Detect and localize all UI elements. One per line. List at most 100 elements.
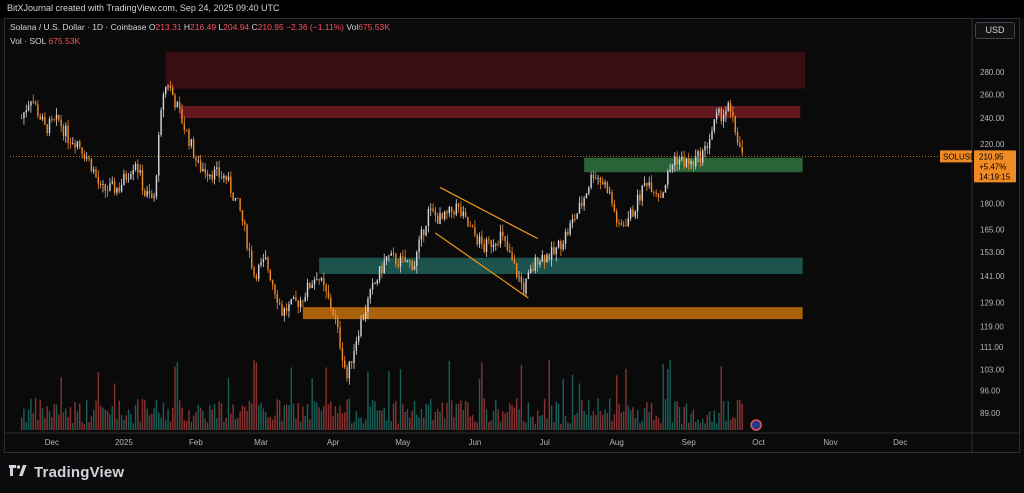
volume-bar (627, 405, 630, 430)
volume-bar (441, 402, 444, 430)
candle-body (74, 143, 76, 148)
volume-bar (697, 419, 699, 430)
candle-body (97, 177, 100, 184)
candle-body (134, 163, 137, 170)
candle-body (613, 203, 616, 212)
volume-bar (527, 402, 530, 430)
volume-bar (402, 404, 404, 430)
volume-bar (529, 417, 532, 430)
candle-body (448, 206, 451, 214)
volume-bar (283, 405, 286, 430)
candle-body (69, 142, 72, 144)
volume-bar (292, 403, 295, 430)
volume-bar (357, 417, 360, 430)
candle-body (339, 327, 341, 348)
volume-bar (657, 417, 660, 430)
volume-bar (155, 400, 158, 430)
volume-bar (330, 401, 332, 430)
volume-bar (485, 409, 488, 430)
top-caption-bar: BitXJournal created with TradingView.com… (0, 0, 1024, 18)
candle-body (699, 151, 702, 163)
volume-bar (60, 377, 62, 430)
volume-bar (413, 400, 416, 430)
volume-bar (383, 407, 385, 430)
candle-body (288, 304, 290, 312)
volume-legend[interactable]: Vol · SOL 675.53K (10, 36, 80, 46)
volume-bar (741, 403, 743, 430)
volume-bar (197, 404, 200, 430)
candle-body (564, 231, 567, 244)
volume-bar (490, 420, 492, 430)
volume-bar (660, 423, 662, 430)
candle-body (497, 244, 499, 245)
candle-body (706, 145, 709, 149)
candle-body (641, 185, 643, 201)
candle-body (536, 257, 539, 265)
tradingview-logo-icon (9, 465, 27, 476)
candle-body (529, 269, 532, 273)
volume-bar (174, 366, 176, 430)
tradingview-footer[interactable]: TradingView (8, 462, 124, 482)
volume-bar (267, 417, 269, 430)
volume-bar (364, 419, 367, 430)
candle-body (481, 236, 483, 244)
candle-body (597, 177, 599, 179)
candle-body (304, 296, 306, 302)
candle-body (592, 174, 595, 178)
y-tick-label: 180.00 (980, 200, 1005, 209)
candle-body (618, 222, 620, 224)
candle-body (625, 225, 627, 227)
volume-bar (667, 368, 669, 430)
volume-bar (58, 414, 60, 430)
candle-body (276, 294, 279, 303)
volume-bar (160, 417, 162, 430)
volume-bar (457, 403, 460, 430)
tradingview-brand: TradingView (34, 463, 125, 481)
candle-body (197, 160, 200, 162)
symbol-legend[interactable]: Solana / U.S. Dollar · 1D · Coinbase O21… (10, 22, 390, 32)
candle-body (81, 147, 83, 154)
candle-body (371, 283, 374, 290)
volume-bar (715, 423, 718, 430)
volume-bar (371, 400, 374, 430)
volume-bar (483, 398, 485, 430)
change-value: −2.36 (−1.11%) (286, 22, 345, 32)
volume-bar (385, 420, 388, 430)
volume-bar (499, 421, 502, 430)
candle-body (209, 174, 211, 177)
currency-button[interactable]: USD (975, 22, 1015, 39)
candle-body (504, 236, 506, 242)
volume-bar (406, 408, 409, 430)
candle-body (681, 156, 683, 160)
candle-body (425, 225, 427, 236)
volume-bar (685, 403, 688, 430)
volume-bar (320, 410, 323, 430)
close-value: 210.95 (257, 22, 284, 32)
high-label: H (183, 22, 191, 32)
volume-bar (148, 415, 151, 430)
volume-bar (674, 401, 676, 430)
volume-bar (390, 421, 392, 430)
x-tick-label: Apr (327, 438, 340, 447)
y-tick-label: 153.00 (980, 248, 1005, 257)
candle-body (53, 119, 55, 121)
volume-bar (257, 405, 260, 430)
candle-body (453, 211, 455, 215)
volume-bar (497, 409, 499, 430)
candle-body (543, 255, 546, 263)
candle-body (183, 123, 186, 130)
volume-bar (460, 400, 462, 430)
volume-bar (532, 416, 534, 430)
volume-bar (304, 415, 306, 430)
candle-body (606, 182, 609, 193)
volume-bar (464, 400, 467, 430)
candle-body (701, 150, 704, 163)
volume-bar (392, 403, 395, 430)
volume-bar (325, 367, 327, 430)
candle-body (95, 169, 97, 178)
candle-body (362, 318, 365, 320)
candle-body (146, 191, 148, 196)
x-axis: Dec 2025 Feb Mar Apr May Jun Jul Aug Sep Oct Nov Dec (4, 432, 1020, 447)
volume-bar (23, 408, 25, 430)
